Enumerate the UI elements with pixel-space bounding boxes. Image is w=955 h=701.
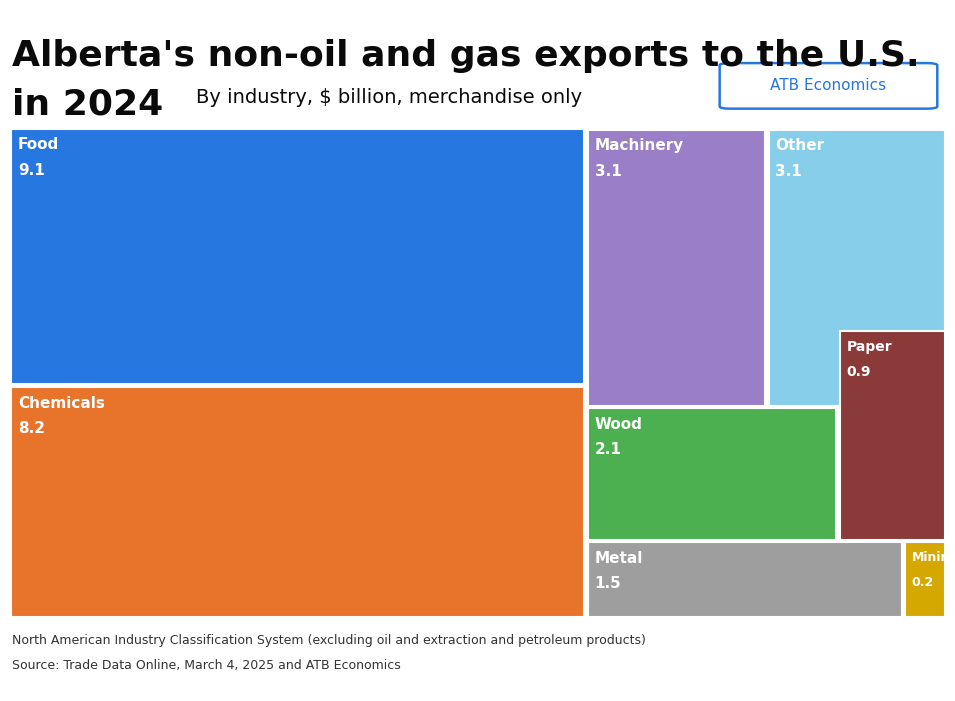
Text: 0.2: 0.2 bbox=[912, 576, 934, 590]
Text: 9.1: 9.1 bbox=[18, 163, 45, 178]
Text: Paper: Paper bbox=[847, 340, 892, 354]
Text: 2.1: 2.1 bbox=[595, 442, 622, 457]
Text: 1.5: 1.5 bbox=[595, 576, 622, 592]
Text: Metal: Metal bbox=[595, 551, 643, 566]
Bar bbox=[905, 542, 945, 617]
Text: 3.1: 3.1 bbox=[775, 164, 802, 179]
Text: 8.2: 8.2 bbox=[18, 421, 45, 436]
Bar bbox=[588, 542, 902, 617]
Bar bbox=[588, 130, 765, 406]
Bar bbox=[840, 331, 945, 540]
Text: Alberta's non-oil and gas exports to the U.S.: Alberta's non-oil and gas exports to the… bbox=[12, 39, 920, 73]
Text: ATB Economics: ATB Economics bbox=[771, 79, 886, 93]
Text: Other: Other bbox=[775, 139, 824, 154]
Text: Food: Food bbox=[18, 137, 59, 153]
Text: Machinery: Machinery bbox=[595, 139, 684, 154]
Text: By industry, $ billion, merchandise only: By industry, $ billion, merchandise only bbox=[196, 88, 582, 107]
Text: North American Industry Classification System (excluding oil and extraction and : North American Industry Classification S… bbox=[12, 634, 647, 648]
Bar bbox=[11, 387, 584, 617]
Text: in 2024: in 2024 bbox=[12, 88, 163, 122]
Bar bbox=[11, 129, 584, 384]
Text: Chemicals: Chemicals bbox=[18, 395, 105, 411]
FancyBboxPatch shape bbox=[720, 63, 937, 109]
Text: 3.1: 3.1 bbox=[595, 164, 622, 179]
Text: Wood: Wood bbox=[595, 416, 643, 432]
Text: Source: Trade Data Online, March 4, 2025 and ATB Economics: Source: Trade Data Online, March 4, 2025… bbox=[12, 659, 401, 672]
Text: 0.9: 0.9 bbox=[847, 365, 871, 379]
Bar bbox=[588, 408, 837, 540]
Bar bbox=[769, 130, 945, 406]
Text: Mining: Mining bbox=[912, 551, 955, 564]
